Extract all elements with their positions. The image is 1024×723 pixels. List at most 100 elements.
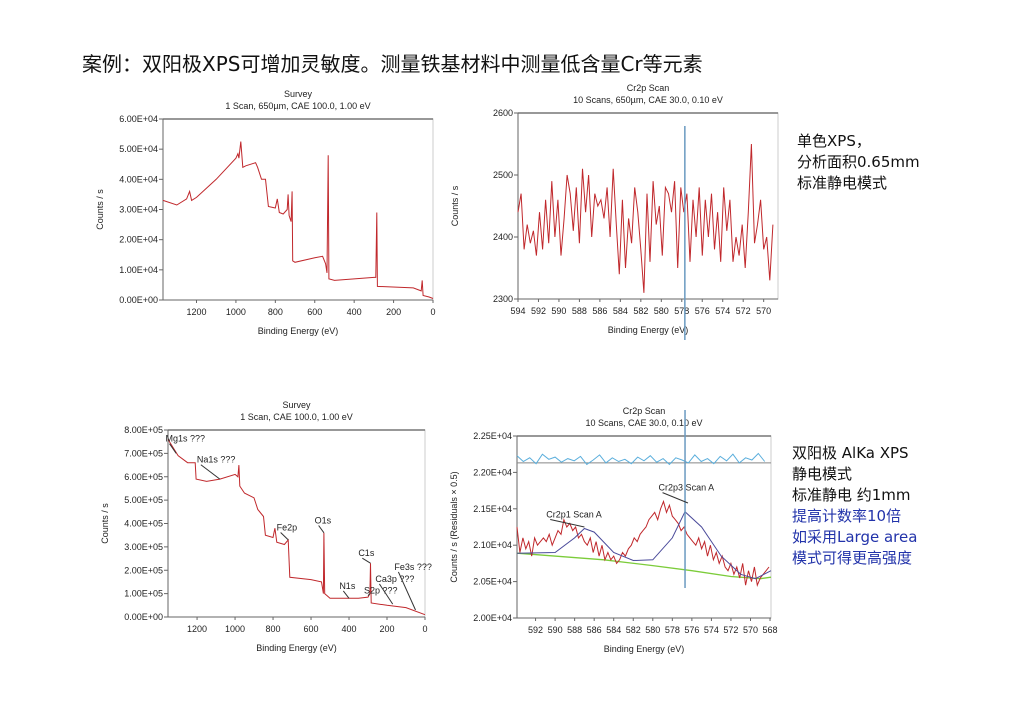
y-tick-label: 1.00E+05 (124, 589, 163, 599)
residuals-line (516, 452, 766, 466)
plot-frame (162, 118, 434, 301)
x-tick-label: 1000 (225, 624, 245, 634)
annotation-leader (662, 492, 689, 504)
x-tick-label: 592 (528, 625, 543, 635)
x-tick-label: 588 (567, 625, 582, 635)
annotation-label: N1s (339, 581, 356, 591)
x-tick-label: 0 (422, 624, 427, 634)
chart-4: Cr2p Scan 10 Scans, CAE 30.0, 0.10 eV Bind… (449, 406, 778, 654)
x-tick-label: 580 (645, 625, 660, 635)
x-tick-label: 578 (665, 625, 680, 635)
annotation-label: Mg1s ??? (166, 434, 206, 444)
x-tick-label: 586 (592, 306, 607, 316)
x-tick-label: 200 (379, 624, 394, 634)
y-tick-label: 6.00E+05 (124, 472, 163, 482)
y-tick-label: 2.00E+04 (119, 235, 158, 245)
annotation-leader (280, 532, 289, 541)
y-tick-label: 8.00E+05 (124, 425, 163, 435)
annotation-leader (200, 464, 221, 480)
y-axis-label: Counts / s (Residuals × 0.5) (449, 471, 459, 582)
chart-title: Cr2p Scan (623, 406, 666, 416)
x-tick-label: 588 (572, 306, 587, 316)
note-line-highlight: 如采用Large area (792, 528, 918, 546)
x-axis-label: Binding Energy (eV) (608, 325, 689, 335)
x-tick-label: 590 (551, 306, 566, 316)
x-tick-label: 568 (763, 625, 778, 635)
x-tick-label: 574 (715, 306, 730, 316)
note-line: 双阳极 AlKa XPS (792, 444, 909, 462)
chart-subtitle: 10 Scans, 650µm, CAE 30.0, 0.10 eV (573, 95, 723, 105)
annotation-label: Cr2p3 Scan A (659, 483, 715, 493)
note-dual-anode: 双阳极 AlKa XPS 静电模式 标准静电 约1mm 提高计数率10倍 如采用… (792, 443, 917, 569)
y-tick-label: 3.00E+04 (119, 205, 158, 215)
y-tick-label: 2600 (493, 108, 513, 118)
spectrum-line (516, 499, 770, 588)
x-tick-label: 582 (626, 625, 641, 635)
y-tick-label: 5.00E+05 (124, 495, 163, 505)
x-axis-label: Binding Energy (eV) (256, 643, 337, 653)
y-axis-label: Counts / s (95, 189, 105, 230)
note-line: 静电模式 (792, 465, 853, 483)
x-tick-label: 0 (430, 307, 435, 317)
x-tick-label: 572 (736, 306, 751, 316)
x-tick-label: 200 (386, 307, 401, 317)
note-line: 分析面积0.65mm (797, 153, 920, 171)
chart-title: Survey (282, 400, 311, 410)
annotation-leader (362, 557, 371, 564)
annotation-leader (318, 525, 325, 534)
y-tick-label: 0.00E+00 (119, 295, 158, 305)
note-line-highlight: 模式可得更高强度 (792, 549, 913, 567)
x-tick-label: 590 (548, 625, 563, 635)
x-tick-label: 586 (587, 625, 602, 635)
chart-title: Survey (284, 89, 313, 99)
note-line-highlight: 提高计数率10倍 (792, 507, 902, 525)
annotation-leader (169, 443, 177, 454)
note-line: 标准静电 约1mm (792, 486, 911, 504)
x-tick-label: 400 (347, 307, 362, 317)
annotation-label: C1s (358, 548, 375, 558)
x-tick-label: 574 (704, 625, 719, 635)
x-tick-label: 582 (633, 306, 648, 316)
y-tick-label: 4.00E+04 (119, 174, 158, 184)
x-tick-label: 584 (606, 625, 621, 635)
y-tick-label: 7.00E+05 (124, 448, 163, 458)
y-axis-label: Counts / s (100, 503, 110, 544)
y-tick-label: 5.00E+04 (119, 144, 158, 154)
x-tick-label: 800 (266, 624, 281, 634)
annotation-label: Ca3p ??? (375, 574, 414, 584)
y-tick-label: 4.00E+05 (124, 519, 163, 529)
annotation-label: Fe3s ??? (394, 562, 432, 572)
chart-2: Cr2p Scan 10 Scans, 650µm, CAE 30.0, 0.10… (450, 83, 779, 340)
x-tick-label: 600 (307, 307, 322, 317)
annotation-label: Fe2p (277, 523, 298, 533)
y-axis-label: Counts / s (450, 185, 460, 226)
annotation-label: O1s (315, 516, 332, 526)
annotation-leader (342, 590, 350, 599)
background-line (516, 552, 772, 580)
y-tick-label: 2.25E+04 (473, 431, 512, 441)
x-axis-label: Binding Energy (eV) (258, 326, 339, 336)
chart-subtitle: 10 Scans, CAE 30.0, 0.10 eV (585, 418, 702, 428)
note-line: 标准静电模式 (797, 174, 888, 192)
note-monochromatic: 单色XPS， 分析面积0.65mm 标准静电模式 (797, 131, 920, 194)
annotation-label: Na1s ??? (197, 455, 236, 465)
y-tick-label: 6.00E+04 (119, 114, 158, 124)
chart-title: Cr2p Scan (627, 83, 670, 93)
x-tick-label: 1000 (226, 307, 246, 317)
y-tick-label: 2.15E+04 (473, 504, 512, 514)
fit-envelope-line (516, 510, 772, 580)
annotation-leader (378, 583, 394, 605)
y-tick-label: 2.10E+04 (473, 540, 512, 550)
x-tick-label: 1200 (187, 624, 207, 634)
y-tick-label: 2400 (493, 232, 513, 242)
y-tick-label: 2.20E+04 (473, 467, 512, 477)
x-tick-label: 572 (723, 625, 738, 635)
y-tick-label: 2.00E+05 (124, 565, 163, 575)
spectrum-line (517, 143, 774, 293)
x-tick-label: 592 (531, 306, 546, 316)
x-tick-label: 570 (756, 306, 771, 316)
chart-subtitle: 1 Scan, CAE 100.0, 1.00 eV (240, 412, 353, 422)
x-axis-label: Binding Energy (eV) (604, 644, 685, 654)
